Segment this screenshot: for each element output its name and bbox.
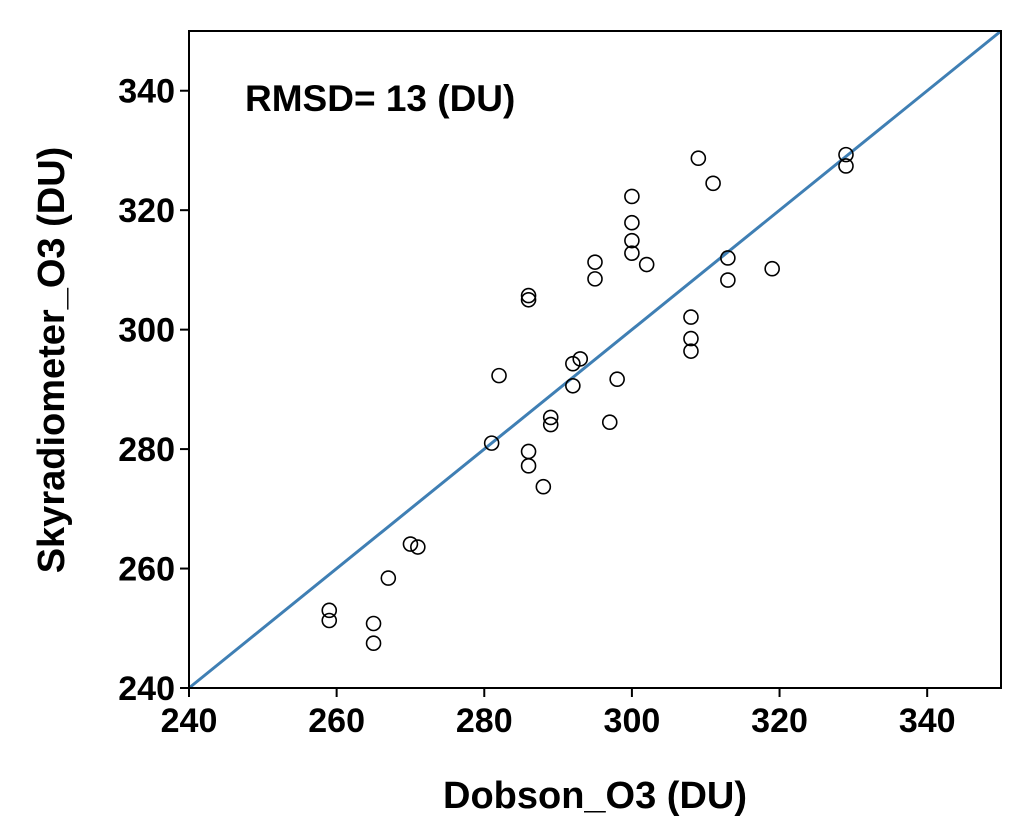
data-point	[720, 250, 736, 266]
y-tick-label: 260	[118, 551, 175, 589]
data-point	[624, 245, 640, 261]
x-axis-title: Dobson_O3 (DU)	[443, 775, 747, 817]
data-point	[690, 150, 707, 167]
data-point	[402, 536, 419, 552]
data-point	[520, 291, 537, 308]
y-tick-label: 340	[118, 73, 175, 111]
data-point	[838, 158, 854, 174]
y-tick-label: 280	[118, 431, 175, 469]
data-point	[838, 146, 854, 163]
data-point	[638, 256, 655, 273]
data-point	[565, 377, 581, 394]
x-tick-label: 280	[456, 702, 513, 740]
data-point	[764, 260, 780, 277]
data-point	[683, 309, 699, 325]
x-tick-label: 320	[751, 702, 808, 740]
data-point	[683, 330, 699, 347]
data-point	[520, 287, 537, 304]
data-point	[705, 175, 721, 192]
data-point	[520, 458, 537, 474]
tick-marks	[180, 89, 929, 697]
data-point	[624, 188, 640, 205]
data-point	[683, 343, 699, 359]
data-point	[624, 232, 640, 249]
identity-line	[188, 29, 1002, 690]
data-point	[520, 443, 537, 460]
tick-labels: 240 260 280 300 320 340 240 260 280 300 320 340	[118, 73, 955, 740]
data-points	[321, 146, 854, 652]
data-point	[535, 478, 552, 495]
data-point	[410, 539, 426, 555]
plot-frame	[188, 30, 1002, 689]
data-point	[483, 435, 500, 451]
y-tick-label: 300	[118, 312, 175, 350]
data-point	[587, 271, 603, 287]
data-point	[542, 416, 559, 433]
x-tick-label: 340	[899, 702, 956, 740]
data-point	[365, 635, 382, 652]
data-point	[321, 602, 338, 619]
x-tick-label: 240	[161, 702, 218, 740]
rmsd-annotation: RMSD= 13 (DU)	[245, 78, 515, 119]
data-point	[609, 371, 625, 388]
data-point	[321, 612, 338, 629]
y-axis-title: Skyradiometer_O3 (DU)	[31, 147, 73, 574]
data-point	[365, 615, 382, 632]
data-point	[380, 570, 397, 586]
data-point	[491, 367, 507, 384]
data-point	[587, 254, 603, 270]
x-tick-label: 260	[308, 702, 365, 740]
data-point	[542, 409, 559, 426]
data-point	[601, 414, 618, 431]
data-point	[572, 351, 589, 367]
x-tick-label: 300	[604, 702, 661, 740]
data-point	[624, 214, 640, 231]
y-tick-label: 320	[118, 192, 175, 230]
data-point	[720, 272, 736, 288]
y-tick-label: 240	[118, 670, 175, 708]
